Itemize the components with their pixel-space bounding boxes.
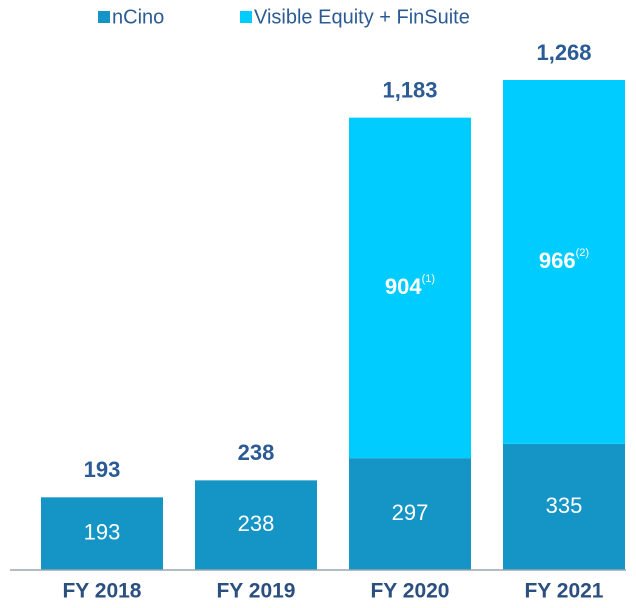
legend-label: Visible Equity + FinSuite [254, 6, 470, 28]
category-label: FY 2018 [62, 580, 141, 603]
total-label: 238 [238, 440, 275, 465]
bar-segment [41, 497, 163, 570]
value-label-number: 966 [539, 248, 576, 273]
value-label: 335 [546, 493, 583, 518]
footnote: (1) [422, 273, 435, 285]
bar-segment [195, 480, 317, 570]
legend-label: nCino [112, 6, 164, 28]
bar-segment [503, 80, 625, 444]
bar-segment [349, 117, 471, 459]
category-label: FY 2021 [524, 580, 603, 603]
value-label-number: 238 [238, 511, 275, 536]
bar-segment [349, 458, 471, 570]
total-label: 193 [84, 457, 121, 482]
value-label: 193 [84, 519, 121, 544]
value-label-number: 335 [546, 493, 583, 518]
value-label: 297 [392, 500, 429, 525]
value-label-number: 904 [385, 274, 422, 299]
category-label: FY 2019 [216, 580, 295, 603]
value-label: 966(2) [539, 247, 589, 273]
legend-swatch [240, 11, 252, 23]
value-label: 904(1) [385, 273, 435, 299]
value-label-number: 297 [392, 500, 429, 525]
total-label: 1,268 [536, 40, 591, 65]
legend-swatch [98, 11, 110, 23]
total-label: 1,183 [382, 77, 437, 102]
value-label-number: 193 [84, 519, 121, 544]
footnote: (2) [576, 247, 589, 259]
value-label: 238 [238, 511, 275, 536]
bar-segment [503, 443, 625, 570]
category-label: FY 2020 [370, 580, 449, 603]
